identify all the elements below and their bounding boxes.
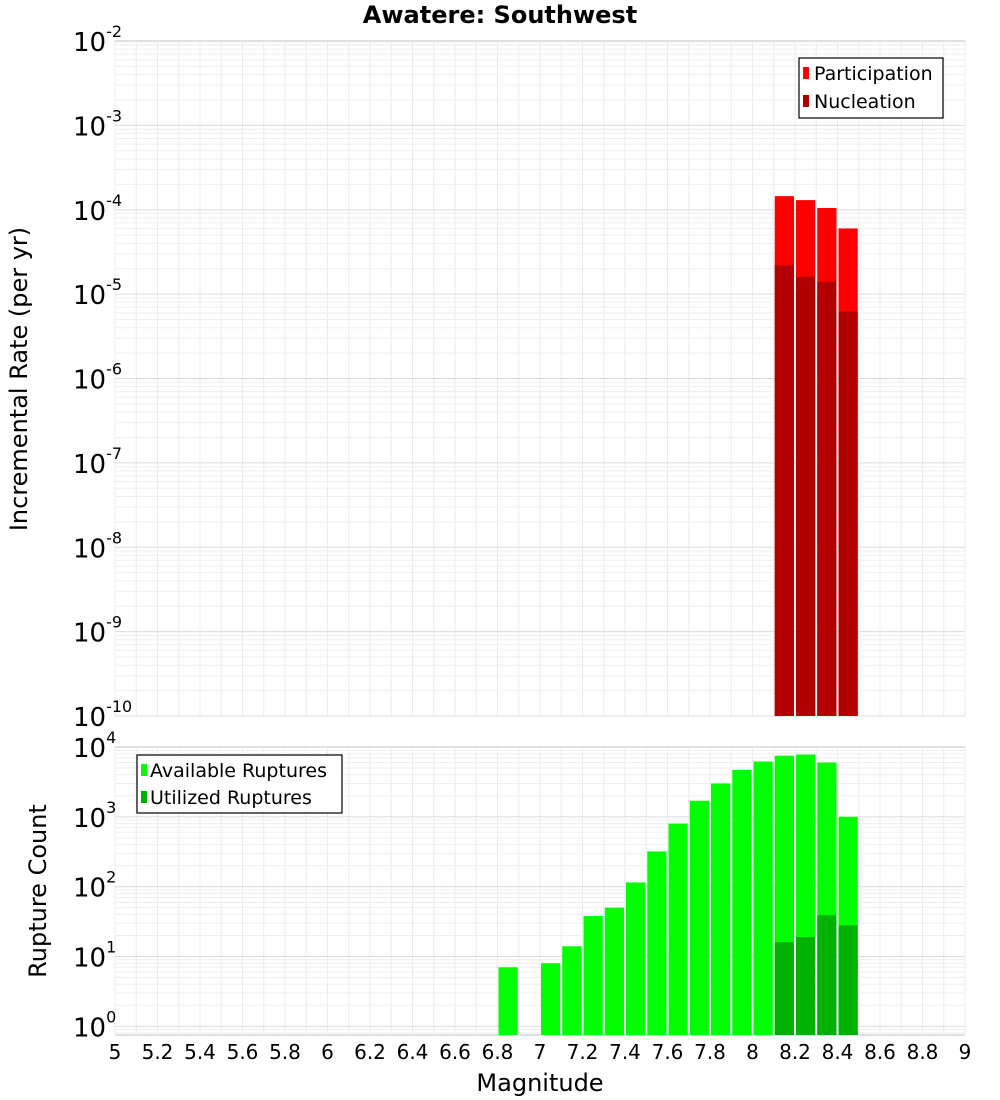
bottom-panel: 104 103 102 101 100 5 5.2 5.4 5.6 5.8 6 6.2 6.4 6.6 6… bbox=[24, 728, 971, 1097]
legend-label-available: Available Ruptures bbox=[150, 760, 327, 782]
bar-nucleation bbox=[838, 311, 858, 716]
bar-available-ruptures bbox=[711, 783, 731, 1035]
bar-utilized-ruptures bbox=[796, 936, 816, 1035]
x-tick-label: 5 bbox=[109, 1040, 122, 1064]
bottom-y-tick-labels: 104 103 102 101 100 bbox=[73, 728, 116, 1043]
x-tick-label: 8 bbox=[746, 1040, 759, 1064]
x-tick-label: 5.2 bbox=[142, 1040, 174, 1064]
x-tick-label: 8.6 bbox=[864, 1040, 896, 1064]
bar-available-ruptures bbox=[689, 800, 709, 1035]
top-legend-box bbox=[798, 57, 944, 119]
x-axis-label: Magnitude bbox=[476, 1069, 603, 1097]
y-tick-label: 10-3 bbox=[73, 106, 122, 142]
y-tick-label: 101 bbox=[73, 937, 116, 973]
x-tick-label: 8.2 bbox=[779, 1040, 811, 1064]
bottom-y-axis-label: Rupture Count bbox=[24, 804, 52, 978]
top-grid bbox=[114, 41, 966, 717]
bottom-legend-box bbox=[136, 754, 343, 814]
top-y-axis-label: Incremental Rate (per yr) bbox=[5, 227, 33, 531]
bar-available-ruptures bbox=[604, 907, 624, 1035]
y-tick-label: 10-7 bbox=[73, 444, 122, 480]
y-tick-label: 10-4 bbox=[73, 191, 122, 227]
bar-utilized-ruptures bbox=[838, 925, 858, 1035]
top-legend: Participation Nucleation bbox=[798, 57, 944, 119]
x-tick-label: 6 bbox=[321, 1040, 334, 1064]
bar-available-ruptures bbox=[583, 915, 603, 1035]
bar-nucleation bbox=[796, 276, 816, 716]
bar-utilized-ruptures bbox=[774, 942, 794, 1035]
x-tick-label: 6.8 bbox=[482, 1040, 514, 1064]
x-tick-label: 8.8 bbox=[907, 1040, 939, 1064]
legend-label-utilized: Utilized Ruptures bbox=[150, 787, 312, 809]
y-tick-label: 10-5 bbox=[73, 275, 122, 311]
y-tick-label: 100 bbox=[73, 1007, 116, 1043]
y-tick-label: 10-9 bbox=[73, 613, 122, 649]
x-tick-label: 7.2 bbox=[567, 1040, 599, 1064]
bottom-bars bbox=[498, 754, 858, 1035]
x-tick-label: 5.6 bbox=[227, 1040, 259, 1064]
x-tick-label: 9 bbox=[959, 1040, 972, 1064]
bar-available-ruptures bbox=[732, 769, 752, 1035]
y-tick-label: 10-10 bbox=[73, 697, 132, 733]
legend-swatch-participation bbox=[803, 67, 809, 79]
y-tick-label: 10-8 bbox=[73, 528, 122, 564]
x-tick-label: 7.4 bbox=[609, 1040, 641, 1064]
legend-swatch-utilized bbox=[141, 791, 147, 803]
y-tick-label: 10-2 bbox=[73, 22, 122, 58]
top-bars bbox=[774, 196, 858, 716]
bar-nucleation bbox=[817, 281, 837, 716]
x-tick-label: 6.2 bbox=[354, 1040, 386, 1064]
x-tick-label: 8.4 bbox=[822, 1040, 854, 1064]
y-tick-label: 102 bbox=[73, 868, 116, 904]
x-tick-label: 7 bbox=[534, 1040, 547, 1064]
bar-available-ruptures bbox=[647, 851, 667, 1035]
legend-swatch-available bbox=[141, 764, 147, 776]
bottom-legend: Available Ruptures Utilized Ruptures bbox=[136, 754, 343, 814]
bar-available-ruptures bbox=[626, 882, 646, 1035]
bar-available-ruptures bbox=[498, 967, 518, 1035]
bar-available-ruptures bbox=[562, 946, 582, 1035]
top-y-tick-labels: 10-2 10-3 10-4 10-5 10-6 10-7 10-8 10-9 10-10 bbox=[73, 22, 132, 733]
legend-label-participation: Participation bbox=[814, 63, 933, 85]
chart-title: Awatere: Southwest bbox=[363, 1, 637, 29]
legend-label-nucleation: Nucleation bbox=[814, 91, 916, 113]
y-tick-label: 103 bbox=[73, 798, 116, 834]
x-tick-label: 6.4 bbox=[397, 1040, 429, 1064]
y-tick-label: 104 bbox=[73, 728, 116, 764]
x-tick-label: 5.8 bbox=[269, 1040, 301, 1064]
legend-swatch-nucleation bbox=[803, 95, 809, 107]
x-tick-label: 7.6 bbox=[652, 1040, 684, 1064]
bar-available-ruptures bbox=[753, 761, 773, 1035]
x-tick-label: 6.6 bbox=[439, 1040, 471, 1064]
bar-utilized-ruptures bbox=[817, 915, 837, 1035]
x-tick-labels: 5 5.2 5.4 5.6 5.8 6 6.2 6.4 6.6 6.8 7 7.2 7.4 7.6 7.8 8… bbox=[109, 1040, 972, 1064]
bar-available-ruptures bbox=[668, 823, 688, 1035]
bar-available-ruptures bbox=[541, 963, 561, 1035]
top-panel: 10-2 10-3 10-4 10-5 10-6 10-7 10-8 10-9 10-10 In… bbox=[5, 22, 966, 733]
x-tick-label: 7.8 bbox=[694, 1040, 726, 1064]
bar-nucleation bbox=[774, 265, 794, 716]
x-tick-label: 5.4 bbox=[184, 1040, 216, 1064]
y-tick-label: 10-6 bbox=[73, 360, 122, 396]
